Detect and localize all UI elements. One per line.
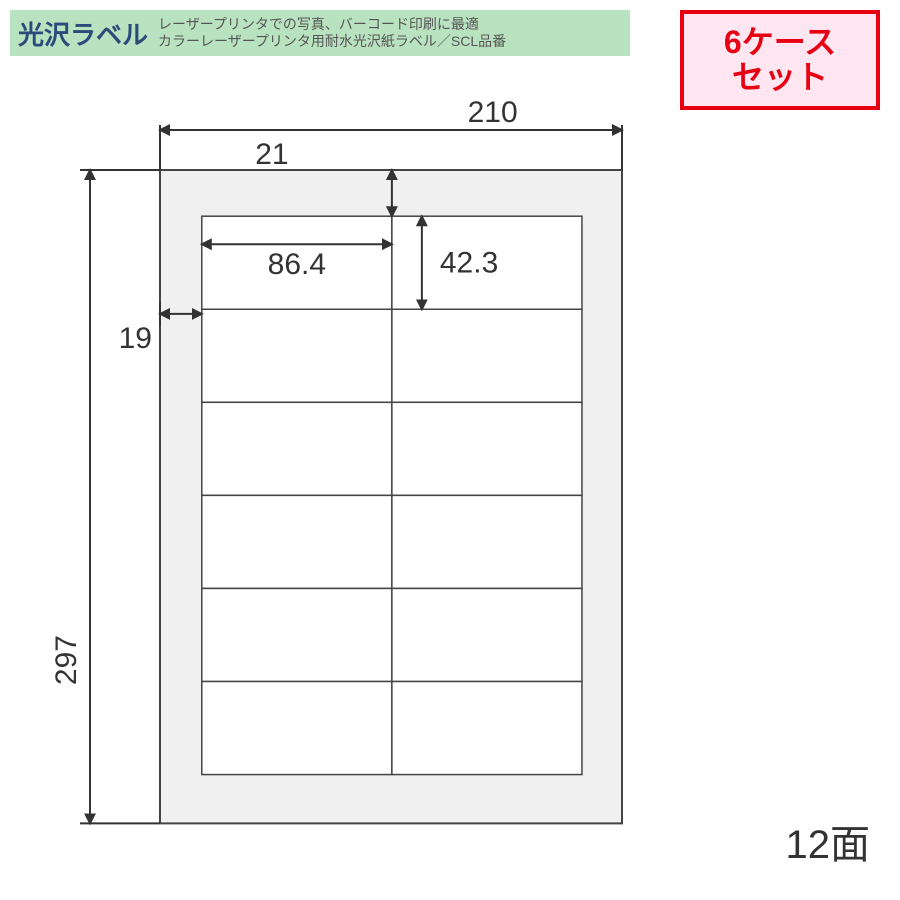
label-cell <box>392 309 582 402</box>
label-cell <box>202 309 392 402</box>
dim-left-margin: 19 <box>119 322 152 355</box>
label-cell <box>202 588 392 681</box>
label-sheet-diagram: 210 21 86.4 42.3 19 297 <box>20 80 880 890</box>
label-cell <box>392 402 582 495</box>
dim-sheet-height: 297 <box>50 635 83 685</box>
badge-line-1: 6ケース <box>724 25 836 60</box>
product-title: 光沢ラベル <box>18 15 148 52</box>
label-cell <box>392 682 582 775</box>
label-cell <box>202 682 392 775</box>
dim-top-margin: 21 <box>255 138 288 171</box>
label-cell <box>392 588 582 681</box>
face-count-label: 12面 <box>786 812 871 870</box>
product-subtitle-group: レーザープリンタでの写真、バーコード印刷に最適 カラーレーザープリンタ用耐水光沢… <box>158 16 506 50</box>
label-cell <box>392 495 582 588</box>
dim-label-height: 42.3 <box>440 247 498 280</box>
dim-label-width: 86.4 <box>268 248 326 281</box>
product-subtitle-2: カラーレーザープリンタ用耐水光沢紙ラベル／SCL品番 <box>158 33 506 50</box>
label-cell <box>202 495 392 588</box>
product-subtitle-1: レーザープリンタでの写真、バーコード印刷に最適 <box>158 16 506 33</box>
label-cell <box>202 402 392 495</box>
dim-sheet-width: 210 <box>468 96 518 129</box>
product-header-bar: 光沢ラベル レーザープリンタでの写真、バーコード印刷に最適 カラーレーザープリン… <box>10 10 630 56</box>
